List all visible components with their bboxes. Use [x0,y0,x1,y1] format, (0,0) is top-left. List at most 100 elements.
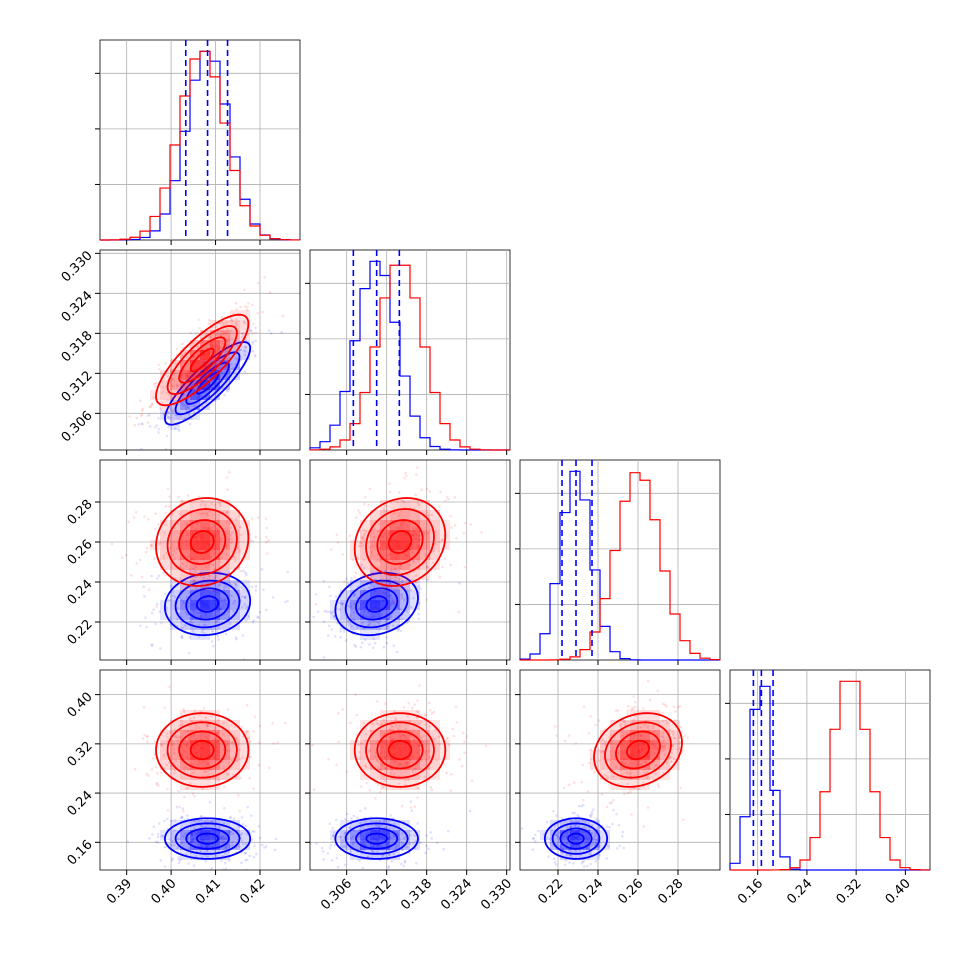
density-cell [190,540,200,550]
density-cell [400,550,410,560]
density-cell [340,840,350,850]
density-cell [580,850,590,860]
density-cell [400,720,410,730]
density-cell [190,550,200,560]
density-cell [160,760,170,770]
histogram-series-2 [309,264,511,451]
density-cell [180,380,190,390]
density-cell [640,760,650,770]
density-cell [240,520,250,530]
scatter-panel-4-2 [309,669,511,871]
density-cell [350,820,360,830]
density-cell [230,340,240,350]
density-cell [420,530,430,540]
density-cell [200,550,210,560]
density-cell [190,590,200,600]
diagonal-panel-3 [515,459,721,661]
density-cell [190,520,200,530]
density-cell [200,620,210,630]
density-cell [370,720,380,730]
density-cell [430,750,440,760]
density-cell [420,500,430,510]
density-cell [200,530,210,540]
density-cell [600,730,610,740]
y-tick-label: 0.28 [65,497,96,528]
density-cell [360,530,370,540]
x-tick-label: 0.40 [883,876,914,907]
diagonal-panel-1 [95,39,301,241]
density-cell [430,720,440,730]
panel-frame [519,669,721,871]
density-cell [430,520,440,530]
density-cell [660,730,670,740]
density-cell [180,820,190,830]
density-cell [400,830,410,840]
density-cell [230,580,240,590]
x-tick-label: 0.24 [784,876,815,907]
density-cell [200,740,210,750]
density-cell [180,560,190,570]
density-cell [620,750,630,760]
density-cell [420,770,430,780]
density-cell [200,500,210,510]
density-cell [360,540,370,550]
density-cell [230,530,240,540]
density-cell [390,710,400,720]
y-tick-label: 0.16 [65,837,96,868]
x-tick-label: 0.39 [104,876,135,907]
density-cell [390,610,400,620]
density-cell [210,520,220,530]
density-cell [400,590,410,600]
density-cell [200,770,210,780]
x-tick-label: 0.330 [478,876,515,913]
density-cell [240,840,250,850]
density-cell [190,850,200,860]
density-cell [220,550,230,560]
density-cell [180,730,190,740]
density-cell [190,510,200,520]
density-cell [410,760,420,770]
density-cell [370,580,380,590]
density-cell [220,730,230,740]
x-tick-label: 0.324 [438,876,475,913]
density-cell [210,340,220,350]
contour-level-1 [365,595,388,613]
density-cell [200,760,210,770]
scatter-panel-4-3 [519,669,721,871]
density-cell [200,390,210,400]
density-cell [630,740,640,750]
density-cell [570,820,580,830]
density-cell [670,740,680,750]
density-cell [180,390,190,400]
scatter-panel-4-1 [99,669,301,871]
density-cell [370,530,380,540]
density-cell [220,720,230,730]
density-cell [210,560,220,570]
density-cell [380,850,390,860]
density-cell [210,580,220,590]
contour-level-1 [189,530,215,554]
density-cell [590,820,600,830]
density-cell [220,770,230,780]
density-cell [390,600,400,610]
density-cell [400,710,410,720]
density-cell [360,750,370,760]
density-cell [370,750,380,760]
density-cell [210,320,220,330]
x-tick-label: 0.22 [535,876,566,907]
density-cell [160,730,170,740]
contour-level-2 [185,587,230,621]
density-cell [410,500,420,510]
density-cell [370,590,380,600]
density-cell [350,600,360,610]
density-cell [600,830,610,840]
density-cell [200,510,210,520]
contour-level-2 [376,519,424,565]
density-cell [230,730,240,740]
panel-frame [99,669,301,871]
density-cell [180,370,190,380]
density-cell [400,740,410,750]
density-cell [650,720,660,730]
density-cell [160,750,170,760]
